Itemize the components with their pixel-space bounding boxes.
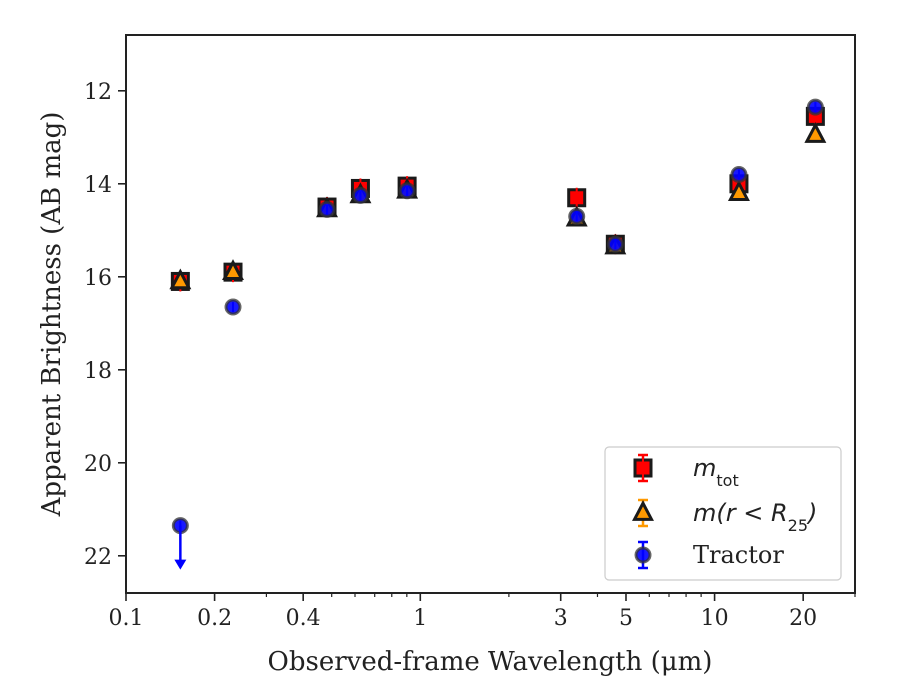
- series-circle-point: [568, 207, 586, 225]
- x-tick-label: 3: [554, 606, 568, 631]
- series-triangle-point-triangle: [727, 180, 750, 201]
- y-tick-label: 22: [84, 545, 112, 570]
- marks-layer: [169, 98, 827, 570]
- y-tick-label: 14: [84, 173, 112, 198]
- x-tick-label: 0.1: [109, 606, 144, 631]
- x-tick-label: 0.2: [197, 606, 232, 631]
- y-tick-label: 12: [84, 80, 112, 105]
- series-triangle-point-triangle: [222, 259, 244, 281]
- legend-marker-square: [633, 458, 653, 478]
- series-circle-point: [351, 186, 369, 204]
- legend-label: Tractor: [693, 541, 784, 569]
- y-axis: 12 14 16 18 20 22: [84, 80, 126, 570]
- series-circle-point: [806, 98, 824, 116]
- x-tick-label: 0.4: [286, 606, 321, 631]
- series-triangle-point: [222, 259, 244, 281]
- series-square-point: [567, 187, 587, 208]
- series-triangle-point-triangle: [169, 268, 192, 290]
- upper-limit-head: [174, 559, 187, 570]
- series-circle-point: [398, 182, 416, 200]
- series-triangle-point: [169, 268, 192, 290]
- series-circle-point: [318, 200, 336, 218]
- x-tick-label: 20: [789, 606, 817, 631]
- x-axis: 0.1 0.2 0.4 1 3 5 10 20: [109, 593, 856, 631]
- y-axis-title: Apparent Brightness (AB mag): [37, 112, 67, 518]
- y-tick-label: 16: [84, 266, 112, 291]
- x-tick-label: 5: [619, 606, 633, 631]
- x-tick-label: 1: [413, 606, 427, 631]
- legend-marker-triangle-triangle: [632, 500, 654, 521]
- upper-limit-arrow: [174, 525, 187, 570]
- y-tick-label: 18: [84, 359, 112, 384]
- y-tick-label: 20: [84, 452, 112, 477]
- legend-marker-circle: [634, 546, 652, 564]
- legend-box: [604, 446, 842, 581]
- series-circle-point: [606, 235, 624, 253]
- x-tick-label: 10: [701, 606, 729, 631]
- x-axis-title: Observed-frame Wavelength (μm): [268, 647, 713, 677]
- series-triangle-point: [727, 180, 750, 201]
- plot-frame: [125, 34, 856, 594]
- legend-marker-triangle: [632, 500, 654, 521]
- series-circle-point: [730, 166, 748, 183]
- series-triangle-point-triangle: [804, 121, 827, 143]
- series-triangle-point: [804, 121, 827, 143]
- series-circle-point: [224, 298, 242, 316]
